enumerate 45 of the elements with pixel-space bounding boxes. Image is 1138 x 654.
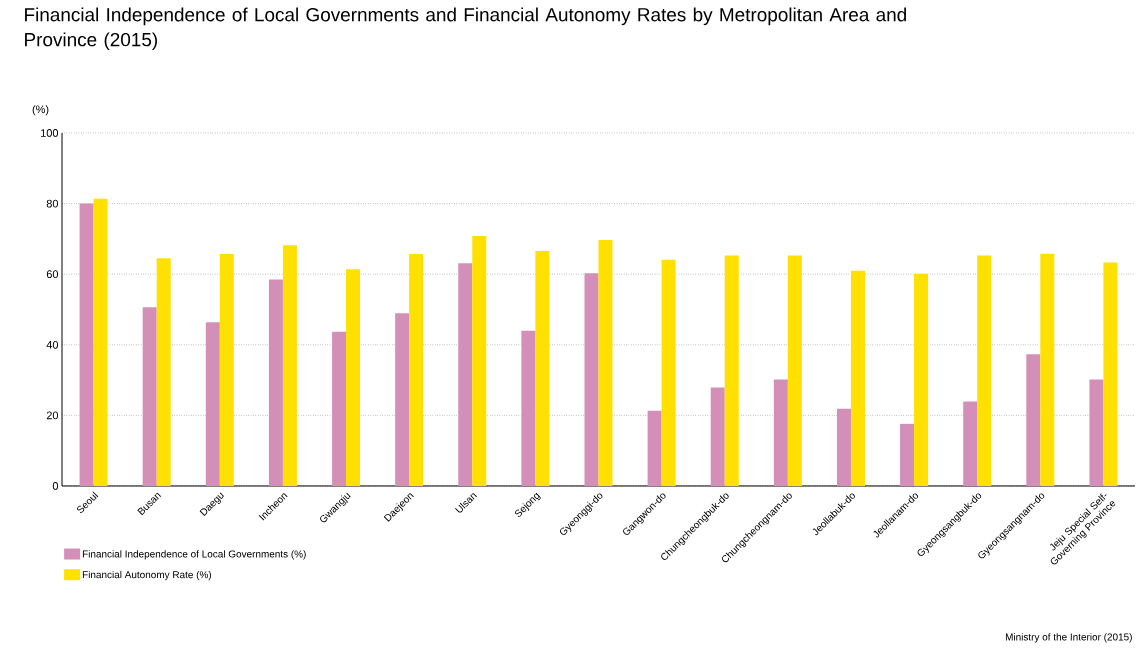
bar xyxy=(268,279,283,486)
bar xyxy=(219,254,234,486)
bar xyxy=(710,387,725,486)
bar xyxy=(963,401,978,486)
y-tick-label: 0 xyxy=(52,482,59,490)
text: Ministry of the Interior (2015) xyxy=(1005,633,1132,643)
y-axis-title: (%) xyxy=(32,105,49,116)
chart-title: Financial Independence of Local Governments and Financial Autonomy Rates by Metropolitan Area and Province (2015) xyxy=(25,7,906,51)
bar xyxy=(661,259,676,486)
bar xyxy=(977,255,992,486)
bar xyxy=(282,245,297,486)
bar xyxy=(1103,262,1118,486)
y-tick-label: 40 xyxy=(46,340,59,349)
bar xyxy=(395,313,410,486)
bar xyxy=(787,255,802,486)
bar xyxy=(598,239,613,486)
bar xyxy=(409,254,424,486)
bar xyxy=(332,331,347,486)
bar xyxy=(914,273,929,486)
bar xyxy=(1089,379,1104,486)
legend-label: Financial Autonomy Rate (%) xyxy=(82,570,212,581)
bar xyxy=(346,269,361,486)
y-tick-label: 80 xyxy=(46,199,59,208)
bar xyxy=(156,258,171,486)
bar xyxy=(142,307,157,486)
y-tick-label: 60 xyxy=(46,270,59,279)
y-tick-label: 100 xyxy=(41,129,59,137)
bar xyxy=(458,263,473,486)
bar xyxy=(724,255,739,486)
legend-label: Financial Independence of Local Governments (%) xyxy=(82,550,306,560)
bar xyxy=(1040,253,1055,486)
bar xyxy=(850,270,865,486)
bar xyxy=(93,198,108,486)
bar xyxy=(584,273,599,486)
bar xyxy=(900,423,915,486)
bar xyxy=(773,379,788,486)
bar xyxy=(205,322,220,486)
bar xyxy=(79,203,94,486)
bar xyxy=(535,250,550,486)
bar xyxy=(836,408,851,486)
bar xyxy=(521,330,536,486)
bar xyxy=(472,236,487,486)
bar xyxy=(1026,354,1041,486)
y-tick-label: 20 xyxy=(46,411,59,420)
bar xyxy=(647,410,662,486)
